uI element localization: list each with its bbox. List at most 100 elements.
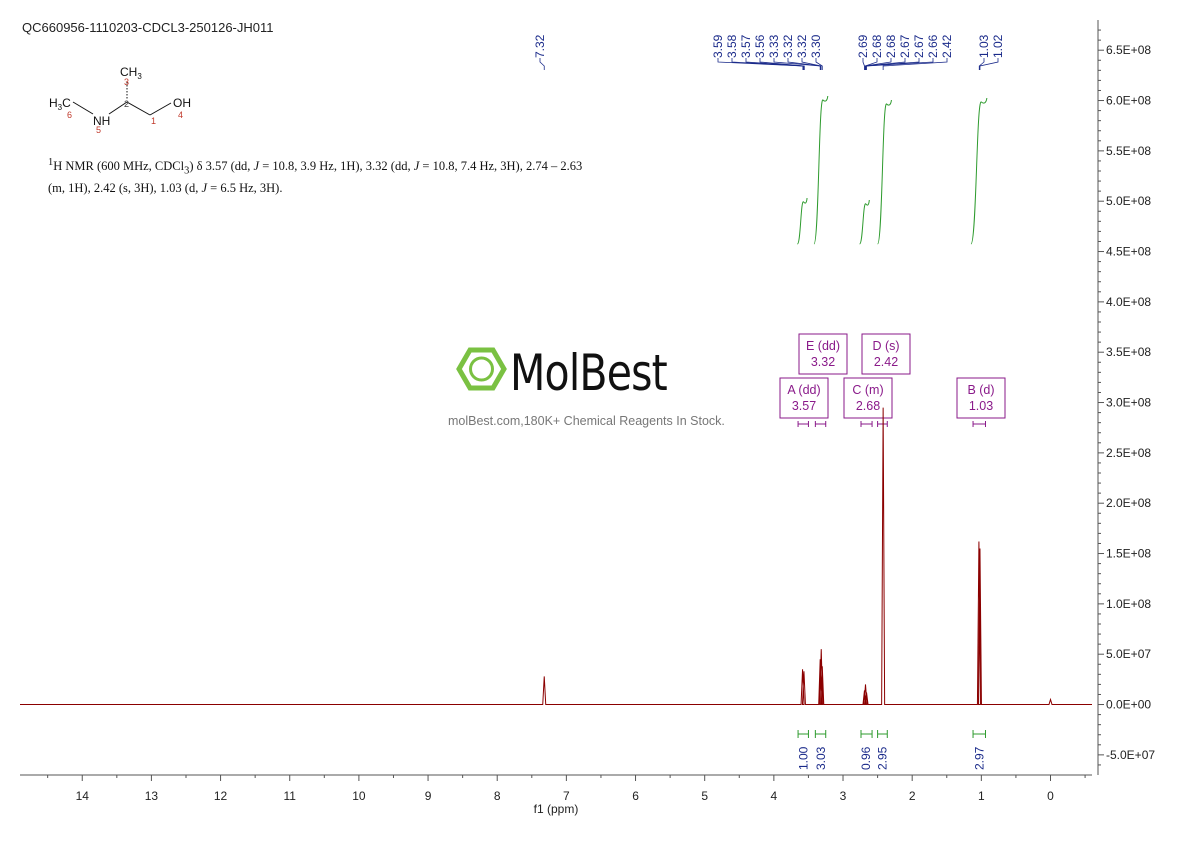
peak-connector-line: [759, 58, 805, 70]
peak-shift-label: 2.67: [898, 34, 912, 58]
x-tick-label: 5: [701, 789, 708, 803]
multiplet-label: D (s): [872, 339, 899, 353]
multiplet-shift: 2.68: [856, 399, 880, 413]
y-tick-label: 1.0E+08: [1106, 597, 1151, 611]
atom-number-2: 2: [124, 99, 129, 109]
label-ch3: CH3: [120, 65, 142, 81]
multiplet-label: E (dd): [806, 339, 840, 353]
nmr-text-part: = 10.8, 3.9 Hz, 1H), 3.32 (dd,: [259, 159, 414, 174]
y-tick-label: 3.0E+08: [1106, 396, 1151, 410]
integral-curve: [813, 95, 829, 245]
integral-range-bracket: [860, 730, 873, 738]
y-tick-label: 5.5E+08: [1106, 144, 1151, 158]
x-tick-label: 10: [352, 789, 366, 803]
y-tick-label: -5.0E+07: [1106, 748, 1155, 762]
peak-shift-label: 2.66: [926, 34, 940, 58]
x-tick-label: 8: [494, 789, 501, 803]
multiplet-shift: 3.32: [811, 355, 835, 369]
y-tick-label: 2.0E+08: [1106, 496, 1151, 510]
peak-connector-line: [745, 58, 804, 70]
peak-connector-line: [865, 58, 920, 70]
peak-shift-label: 3.56: [753, 34, 767, 58]
atom-number-6: 6: [67, 110, 72, 120]
integral-curve: [970, 97, 988, 245]
multiplet-box: [861, 333, 911, 375]
nmr-j: J: [413, 159, 420, 174]
multiplet-box: [779, 377, 829, 419]
multiplet-shift: 2.42: [874, 355, 898, 369]
x-tick-label: 11: [283, 789, 296, 803]
integral-values: 1.00 3.03 0.96 2.95 2.97: [796, 730, 986, 770]
nmr-j: J: [253, 159, 260, 174]
nmr-j: J: [201, 180, 208, 195]
multiplet-box: [798, 333, 848, 375]
watermark-tagline: molBest.com,180K+ Chemical Reagents In S…: [448, 414, 725, 428]
y-tick-label: 4.5E+08: [1106, 245, 1151, 259]
x-axis-ticks: 14 13 12 11 10 9 8 7 6 5 4 3 2 1 0: [47, 775, 1086, 803]
peak-connector-line: [731, 58, 804, 70]
peak-shift-label: 2.69: [856, 34, 870, 58]
y-tick-label: 6.0E+08: [1106, 94, 1151, 108]
multiplet-range-bracket: [814, 421, 827, 427]
x-tick-label: 13: [145, 789, 159, 803]
multiplet-range-bracket: [797, 421, 809, 427]
integral-value: 2.97: [972, 746, 986, 770]
peak-shift-label: 3.59: [711, 34, 725, 58]
multiplet-box: [843, 377, 893, 419]
x-tick-label: 12: [214, 789, 228, 803]
integral-range-bracket: [972, 730, 986, 738]
x-tick-label: 7: [563, 789, 570, 803]
integral-curve: [796, 197, 808, 245]
spectrum-trace: [20, 407, 1092, 706]
peak-connector-line: [979, 58, 999, 70]
y-tick-label: 3.5E+08: [1106, 345, 1151, 359]
peak-shift-label: 3.58: [725, 34, 739, 58]
atom-number-1: 1: [151, 116, 156, 126]
peak-connector-line: [862, 58, 865, 70]
x-tick-label: 2: [909, 789, 916, 803]
peak-connector-line: [978, 58, 985, 70]
nmr-text-part: = 10.8, 7.4 Hz, 3H), 2.74 – 2.63 (m, 1H)…: [48, 159, 583, 195]
peak-shift-label: 1.02: [991, 34, 1005, 58]
integral-value: 0.96: [859, 746, 873, 770]
y-tick-label: 6.5E+08: [1106, 43, 1151, 57]
integral-curve: [859, 199, 870, 245]
y-tick-label: 5.0E+07: [1106, 647, 1151, 661]
label-h3c: H3C: [49, 96, 71, 112]
x-tick-label: 1: [978, 789, 985, 803]
peak-shift-label: 3.33: [767, 34, 781, 58]
molecule-structure: H3C NH OH CH3 1 2 3 4 5 6: [49, 65, 191, 135]
peak-shift-label: 2.42: [940, 34, 954, 58]
peak-shift-label: 3.32: [795, 34, 809, 58]
peak-shift-label: 2.68: [884, 34, 898, 58]
label-nh: NH: [93, 114, 110, 128]
y-tick-label: 2.5E+08: [1106, 446, 1151, 460]
x-tick-label: 6: [632, 789, 639, 803]
peak-connector-line: [801, 58, 822, 70]
atom-number-5: 5: [96, 125, 101, 135]
x-tick-label: 9: [425, 789, 432, 803]
integral-range-bracket: [797, 730, 809, 738]
multiplet-label: B (d): [967, 383, 994, 397]
integral-curve: [877, 99, 892, 245]
multiplet-boxes: E (dd) 3.32 D (s) 2.42 A (dd) 3.57 C (m) 2.68 B …: [779, 333, 1006, 427]
watermark-name: MolBest: [510, 344, 668, 402]
peak-connector-line: [866, 58, 934, 70]
multiplet-shift: 1.03: [969, 399, 993, 413]
nmr-solvent-sub: 3: [184, 165, 190, 177]
atom-number-3: 3: [124, 77, 129, 87]
y-tick-label: 4.0E+08: [1106, 295, 1151, 309]
chart-axes: [20, 20, 1099, 776]
x-axis-label: f1 (ppm): [534, 802, 579, 816]
peak-connector-line: [882, 58, 948, 70]
nmr-text-part: ) δ 3.57 (dd,: [189, 159, 254, 174]
x-tick-label: 3: [840, 789, 847, 803]
integral-range-bracket: [814, 730, 827, 738]
multiplet-box: [956, 377, 1006, 419]
integral-value: 3.03: [814, 746, 828, 770]
peak-connector-line: [864, 58, 892, 70]
y-tick-label: 1.5E+08: [1106, 547, 1151, 561]
x-tick-label: 0: [1047, 789, 1054, 803]
peak-shift-label: 3.32: [781, 34, 795, 58]
multiplet-range-bracket: [877, 421, 888, 427]
